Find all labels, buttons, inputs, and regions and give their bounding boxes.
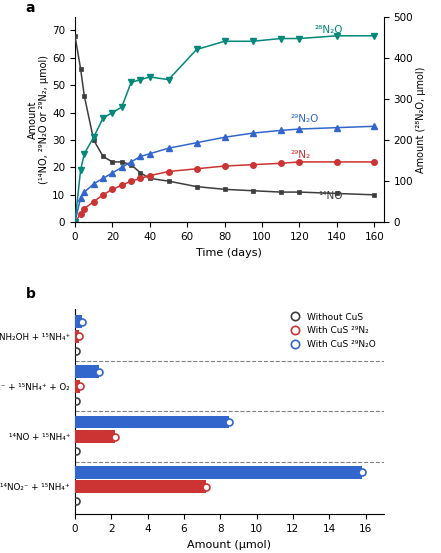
Text: ¹⁴NO: ¹⁴NO [318,191,343,201]
Bar [75,366,99,378]
Text: ²⁹N₂O: ²⁹N₂O [290,114,318,124]
X-axis label: Time (days): Time (days) [196,248,262,258]
Bar [75,415,229,429]
Text: ²⁹N₂: ²⁹N₂ [290,150,310,160]
Y-axis label: Amount
(¹⁴NO, ²⁹N₂O or ²⁹N₂, μmol): Amount (¹⁴NO, ²⁹N₂O or ²⁹N₂, μmol) [28,55,49,184]
Bar [75,380,79,393]
Text: b: b [26,288,35,301]
Bar [75,315,82,328]
Bar [75,330,79,343]
Legend: Without CuS, With CuS ²⁹N₂, With CuS ²⁹N₂O: Without CuS, With CuS ²⁹N₂, With CuS ²⁹N… [282,309,379,352]
Text: a: a [26,2,35,15]
Bar [75,466,362,478]
Text: ²⁸N₂O: ²⁸N₂O [314,25,343,35]
Bar [75,481,206,493]
Y-axis label: Amount (²⁸N₂O, μmol): Amount (²⁸N₂O, μmol) [416,66,426,173]
Bar [75,430,115,443]
X-axis label: Amount (μmol): Amount (μmol) [187,540,271,550]
